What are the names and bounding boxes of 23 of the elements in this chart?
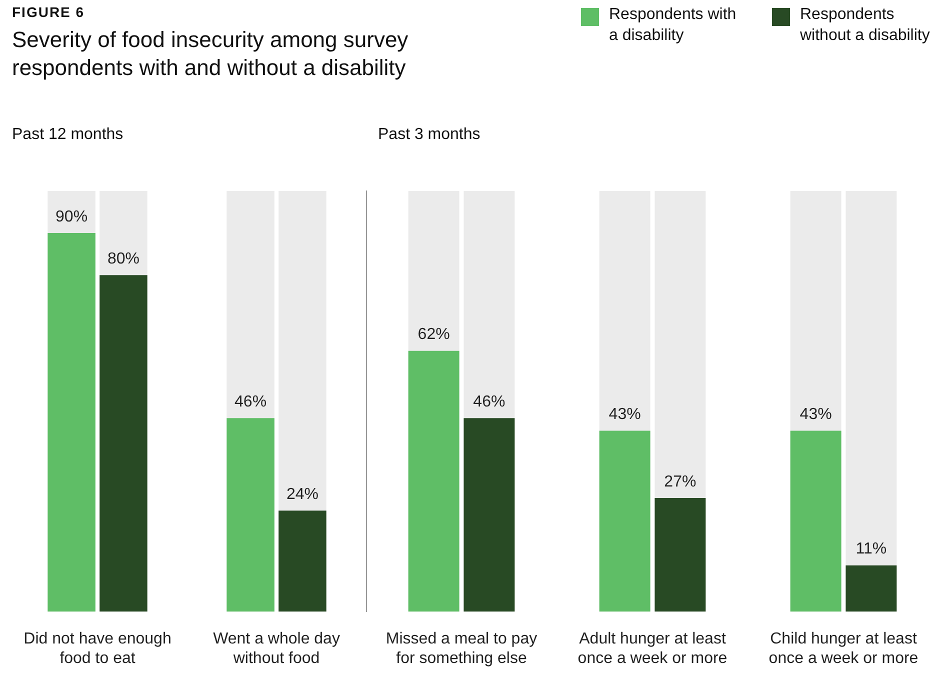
x-tick-label: Child hunger at least once a week or more	[768, 630, 918, 667]
caption: FIGURE 6	[12, 4, 85, 20]
data-label: 62%	[418, 326, 450, 344]
bar	[278, 510, 326, 612]
data-label: 90%	[56, 208, 88, 226]
chart-subtitle: Past 12 months	[12, 126, 124, 144]
bar	[846, 565, 897, 612]
data-label: 24%	[286, 486, 318, 504]
data-label: 80%	[107, 250, 140, 268]
data-label: 27%	[664, 473, 696, 490]
x-tick-label: Adult hunger at least once a week or more	[578, 630, 728, 667]
x-tick-label: Missed a meal to pay for something else	[386, 630, 538, 667]
data-label: 46%	[234, 394, 267, 411]
x-tick-label: Did not have enough food to eat	[24, 630, 172, 667]
data-label: 11%	[856, 540, 887, 558]
legend-label: Respondents without a disability	[800, 5, 931, 46]
data-label: 43%	[608, 406, 641, 424]
data-label: 46%	[473, 394, 506, 411]
legend-label: Respondents with a disability	[609, 5, 738, 46]
chart-subtitle: Past 3 months	[378, 126, 480, 144]
chart-title: Severity of food insecurity among survey respondents with and without a disability	[12, 26, 410, 82]
data-label: 43%	[800, 406, 832, 424]
x-tick-label: Went a whole day without food	[213, 630, 340, 667]
